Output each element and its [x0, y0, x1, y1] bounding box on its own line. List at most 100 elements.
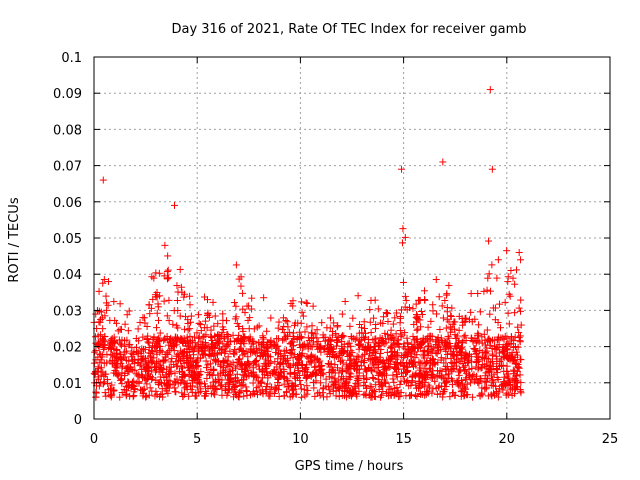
- data-point: [239, 289, 247, 297]
- data-point: [329, 382, 337, 390]
- data-point: [182, 313, 190, 321]
- data-point: [193, 358, 201, 366]
- data-point: [121, 320, 129, 328]
- data-point: [341, 380, 349, 388]
- data-point: [218, 391, 226, 399]
- data-point: [253, 323, 261, 331]
- data-point: [215, 338, 223, 346]
- data-point: [263, 380, 271, 388]
- data-point: [138, 355, 146, 363]
- data-point: [514, 323, 522, 331]
- data-point: [207, 366, 215, 374]
- data-point: [196, 371, 204, 379]
- x-tick-label: 5: [193, 432, 201, 447]
- data-point: [409, 332, 417, 340]
- data-point: [379, 388, 387, 396]
- data-point: [515, 334, 523, 342]
- data-point: [303, 323, 311, 331]
- data-point: [493, 369, 501, 377]
- data-point: [159, 368, 167, 376]
- data-point: [156, 329, 164, 337]
- data-point: [260, 294, 268, 302]
- data-point: [424, 323, 432, 331]
- data-point: [449, 377, 457, 385]
- data-point: [99, 279, 107, 287]
- data-point: [222, 356, 230, 364]
- data-point: [96, 351, 104, 359]
- data-point: [220, 357, 228, 365]
- data-point: [474, 329, 482, 337]
- data-point: [200, 293, 208, 301]
- data-point: [422, 359, 430, 367]
- data-point: [118, 389, 126, 397]
- data-point: [263, 327, 271, 335]
- data-point: [247, 345, 255, 353]
- data-point: [137, 356, 145, 364]
- data-point: [373, 368, 381, 376]
- data-point: [421, 371, 429, 379]
- data-point: [179, 393, 187, 401]
- data-point: [279, 360, 287, 368]
- data-point: [222, 383, 230, 391]
- data-point: [366, 318, 374, 326]
- data-point: [112, 349, 120, 357]
- data-point: [516, 371, 524, 379]
- data-point: [181, 384, 189, 392]
- data-point: [357, 336, 365, 344]
- data-point: [279, 314, 287, 322]
- data-point: [259, 334, 267, 342]
- data-point: [401, 233, 409, 241]
- data-point: [271, 340, 279, 348]
- data-point: [291, 375, 299, 383]
- y-tick-label: 0.02: [53, 341, 82, 356]
- data-point: [250, 348, 258, 356]
- data-point: [397, 306, 405, 314]
- data-point: [448, 304, 456, 312]
- data-point: [165, 296, 173, 304]
- data-point: [221, 387, 229, 395]
- data-point: [407, 353, 415, 361]
- data-point: [135, 379, 143, 387]
- data-point: [211, 356, 219, 364]
- data-point: [100, 345, 108, 353]
- data-point: [384, 310, 392, 318]
- data-point: [341, 297, 349, 305]
- data-point: [466, 379, 474, 387]
- data-point: [452, 342, 460, 350]
- data-point: [255, 322, 263, 330]
- data-point: [187, 338, 195, 346]
- data-point: [181, 325, 189, 333]
- data-point: [340, 332, 348, 340]
- data-point: [104, 301, 112, 309]
- data-point: [435, 382, 443, 390]
- data-point: [266, 385, 274, 393]
- data-point: [396, 380, 404, 388]
- data-point: [331, 369, 339, 377]
- data-point: [427, 358, 435, 366]
- data-point: [503, 367, 511, 375]
- data-point: [439, 393, 447, 401]
- data-point: [494, 344, 502, 352]
- data-point: [499, 348, 507, 356]
- data-point: [505, 340, 513, 348]
- data-point: [308, 343, 316, 351]
- data-point: [200, 392, 208, 400]
- data-point: [173, 282, 181, 290]
- data-point: [492, 352, 500, 360]
- data-point: [258, 367, 266, 375]
- data-point: [103, 376, 111, 384]
- data-point: [146, 384, 154, 392]
- data-point: [346, 356, 354, 364]
- data-point: [97, 308, 105, 316]
- data-point: [99, 325, 107, 333]
- data-point: [123, 311, 131, 319]
- data-point: [411, 361, 419, 369]
- data-point: [337, 358, 345, 366]
- data-point: [180, 293, 188, 301]
- data-point: [218, 329, 226, 337]
- data-point: [280, 392, 288, 400]
- y-tick-label: 0.07: [53, 160, 82, 175]
- data-point: [229, 331, 237, 339]
- data-point: [327, 343, 335, 351]
- data-point: [103, 306, 111, 314]
